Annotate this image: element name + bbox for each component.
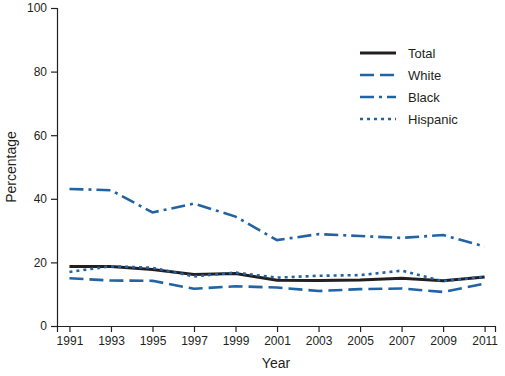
tick-mark — [485, 326, 486, 332]
tick-label: 2001 — [264, 334, 291, 348]
tick-label: 2003 — [306, 334, 333, 348]
legend-swatch — [360, 118, 396, 121]
tick: 2007 — [389, 326, 416, 348]
tick: 2005 — [347, 326, 374, 348]
tick: 2001 — [264, 326, 291, 348]
tick-mark — [51, 262, 57, 263]
axis-line — [58, 327, 496, 333]
tick-mark — [69, 326, 70, 332]
plot: 1991 1993 1995 1997 1999 2001 2003 2005 2007 2009… — [27, 1, 498, 347]
tick: 1991 — [57, 326, 84, 348]
tick: 2009 — [430, 326, 457, 348]
tick: 100 — [27, 1, 57, 15]
tick-mark — [51, 135, 57, 136]
legend-label: Black — [408, 90, 440, 105]
tick-label: 80 — [34, 65, 48, 79]
tick: 1997 — [181, 326, 208, 348]
legend-swatch — [360, 96, 396, 99]
legend-swatch — [360, 52, 396, 55]
series-line — [69, 278, 484, 292]
tick-mark — [401, 326, 402, 332]
x-axis: 1991 1993 1995 1997 1999 2001 2003 2005 2007 2009… — [57, 326, 499, 348]
tick-label: 0 — [40, 319, 47, 333]
legend-swatch — [360, 74, 396, 77]
tick-label: 100 — [27, 1, 47, 15]
tick-mark — [277, 326, 278, 332]
tick-mark — [152, 326, 153, 332]
axis-line — [51, 9, 58, 327]
tick-label: 2009 — [430, 334, 457, 348]
tick-mark — [51, 71, 57, 72]
tick-mark — [111, 326, 112, 332]
tick: 60 — [34, 129, 57, 143]
series-line — [69, 266, 484, 281]
tick-mark — [360, 326, 361, 332]
legend-label: Hispanic — [408, 112, 458, 127]
tick-label: 60 — [34, 129, 48, 143]
series-line — [69, 189, 484, 247]
tick-label: 2011 — [472, 334, 498, 348]
legend-label: White — [408, 68, 441, 83]
tick-label: 2005 — [347, 334, 374, 348]
tick: 40 — [34, 192, 57, 206]
tick-label: 1999 — [223, 334, 250, 348]
legend: Total White Black Hispanic — [360, 46, 458, 127]
y-axis-title: Percentage — [3, 131, 19, 203]
tick-mark — [51, 199, 57, 200]
series-line — [69, 267, 484, 281]
tick-mark — [443, 326, 444, 332]
tick-mark — [318, 326, 319, 332]
tick-mark — [235, 326, 236, 332]
tick-mark — [194, 326, 195, 332]
tick-label: 1991 — [57, 334, 84, 348]
tick: 1995 — [140, 326, 167, 348]
tick: 2011 — [472, 326, 498, 348]
tick: 20 — [34, 256, 57, 270]
tick-mark — [51, 8, 57, 9]
tick: 2003 — [306, 326, 333, 348]
legend-label: Total — [408, 46, 436, 61]
tick: 0 — [40, 319, 57, 333]
tick-label: 2007 — [389, 334, 416, 348]
tick-label: 20 — [34, 256, 48, 270]
chart: 1991 1993 1995 1997 1999 2001 2003 2005 2007 2009… — [0, 0, 505, 376]
tick-label: 40 — [34, 192, 48, 206]
tick: 1999 — [223, 326, 250, 348]
tick-label: 1995 — [140, 334, 167, 348]
tick-label: 1997 — [181, 334, 208, 348]
tick: 80 — [34, 65, 57, 79]
y-axis: 0 20 40 60 80 100 — [27, 1, 58, 333]
tick: 1993 — [98, 326, 125, 348]
tick-label: 1993 — [98, 334, 125, 348]
lines — [69, 189, 484, 292]
x-axis-title: Year — [262, 355, 291, 371]
tick-mark — [51, 326, 57, 327]
